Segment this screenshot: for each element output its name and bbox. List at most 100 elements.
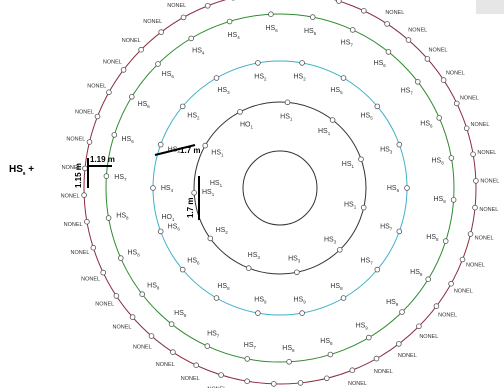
nonel-label: NONEL bbox=[71, 250, 90, 256]
cyan-hole-label: HS2 bbox=[254, 74, 267, 82]
green-hole-label: HS8 bbox=[282, 345, 295, 353]
nonel-label: NONEL bbox=[62, 165, 81, 171]
nonel-label: NONEL bbox=[360, 0, 379, 2]
inner-hole-label: HS3 bbox=[248, 252, 261, 260]
cyan-hole-label: HS5 bbox=[360, 112, 373, 120]
green-hole-label: HS4 bbox=[227, 32, 240, 40]
outer-ring-hole bbox=[440, 77, 447, 83]
cyan-hole-label: HS3 bbox=[217, 87, 230, 95]
cyan-ring-hole bbox=[213, 75, 220, 81]
green-hole-label: HS6 bbox=[162, 71, 175, 79]
nonel-label: NONEL bbox=[122, 38, 141, 44]
green-ring-hole bbox=[327, 351, 334, 358]
nonel-label: NONEL bbox=[454, 289, 473, 295]
inner-ring-hole bbox=[191, 190, 197, 196]
inner-hole-label: HS1 bbox=[211, 150, 224, 158]
inner-ring-hole bbox=[329, 117, 336, 123]
nonel-label: NONEL bbox=[419, 334, 438, 340]
outer-ring-hole bbox=[416, 323, 422, 330]
nonel-label: NONEL bbox=[374, 369, 393, 375]
green-ring-hole bbox=[365, 334, 372, 341]
green-hole-label: HS8 bbox=[431, 157, 444, 165]
cyan-hole-label: HS2 bbox=[293, 74, 306, 82]
outer-ring-hole bbox=[158, 29, 165, 35]
cyan-ring-hole bbox=[374, 103, 381, 110]
nonel-label: NONEL bbox=[87, 84, 106, 90]
cyan-ring-hole bbox=[299, 310, 305, 316]
green-ring-hole bbox=[204, 343, 211, 349]
green-ring-hole bbox=[286, 358, 292, 365]
green-hole-label: HS4 bbox=[192, 47, 205, 55]
drill-holes: NONEL NONEL NONEL NONEL NONEL NONEL NONEL NONEL… bbox=[61, 0, 499, 388]
green-ring-hole bbox=[436, 115, 443, 121]
green-ring-hole bbox=[226, 18, 233, 25]
side-hole-label: HS9 + bbox=[9, 164, 34, 176]
outer-ring-hole bbox=[448, 280, 454, 287]
outer-ring-hole bbox=[384, 21, 390, 27]
green-hole-label: HS5 bbox=[304, 28, 317, 36]
outer-ring-hole bbox=[270, 381, 277, 387]
green-hole-label: HS7 bbox=[244, 342, 257, 350]
cyan-hole-label: HS6 bbox=[168, 224, 181, 232]
nonel-label: NONEL bbox=[348, 381, 367, 387]
core-opening bbox=[242, 150, 318, 226]
green-ring-hole bbox=[399, 309, 405, 315]
green-hole-label: HS7 bbox=[341, 40, 354, 48]
green-ring-hole bbox=[188, 35, 195, 42]
cyan-hole-label: HS5 bbox=[330, 87, 343, 95]
nonel-label: NONEL bbox=[103, 60, 122, 66]
burden-inner-label: 1.7 m bbox=[186, 198, 195, 218]
nonel-label: NONEL bbox=[446, 70, 465, 76]
cyan-ring-hole bbox=[157, 228, 164, 235]
inner-ring-hole bbox=[207, 235, 214, 242]
cyan-ring-hole bbox=[396, 228, 403, 235]
green-ring-hole bbox=[111, 132, 118, 138]
green-ring-hole bbox=[268, 11, 274, 17]
green-ring-hole bbox=[155, 61, 161, 67]
nonel-label: NONEL bbox=[460, 95, 479, 101]
cyan-hole-label: HS6 bbox=[387, 185, 400, 193]
outer-ring-hole bbox=[138, 46, 144, 53]
outer-ring-hole bbox=[336, 0, 342, 4]
inner-hole-label: HS3 bbox=[288, 256, 301, 264]
inner-ring-hole bbox=[360, 204, 367, 211]
outer-ring-hole bbox=[113, 293, 120, 299]
outer-ring-hole bbox=[204, 3, 211, 9]
nonel-label: NONEL bbox=[385, 10, 404, 16]
inner-hole-label: HS1 bbox=[280, 113, 293, 121]
green-ring-hole bbox=[309, 14, 316, 20]
green-hole-label: HS8 bbox=[320, 338, 333, 346]
outer-ring-hole bbox=[424, 56, 431, 62]
outer-ring-hole bbox=[94, 113, 101, 120]
green-ring-hole bbox=[385, 49, 392, 55]
cyan-ring-hole bbox=[157, 141, 164, 148]
green-ring-hole bbox=[450, 197, 457, 203]
outer-ring-hole bbox=[360, 7, 367, 14]
outer-ring-hole bbox=[170, 349, 176, 355]
green-hole-label: HS9 bbox=[356, 323, 369, 331]
outer-ring-hole bbox=[373, 355, 380, 362]
nonel-label: NONEL bbox=[181, 376, 200, 382]
nonel-label: NONEL bbox=[75, 109, 94, 115]
outer-ring-hole bbox=[349, 367, 356, 374]
green-hole-label: HS8 bbox=[174, 310, 187, 318]
inner-ring-hole bbox=[284, 99, 291, 106]
outer-ring-hole bbox=[148, 333, 155, 339]
outer-ring-hole bbox=[81, 192, 87, 198]
dimension-outer: 1.15 m 1.19 m bbox=[74, 155, 115, 188]
green-hole-label: HS9 bbox=[410, 269, 423, 277]
outer-ring-hole bbox=[129, 314, 136, 320]
outer-ring-hole bbox=[297, 380, 304, 386]
green-hole-label: HS8 bbox=[433, 196, 446, 204]
outer-ring-hole bbox=[218, 372, 224, 378]
green-hole-label: HS6 bbox=[374, 60, 387, 68]
cyan-ring-hole bbox=[179, 103, 186, 110]
green-hole-label: HS8 bbox=[127, 250, 140, 258]
green-hole-label: HS7 bbox=[114, 174, 127, 182]
nonel-label: NONEL bbox=[408, 27, 427, 33]
green-ring-hole bbox=[168, 321, 175, 327]
outer-ring-hole bbox=[106, 89, 112, 96]
outer-ring-hole bbox=[90, 244, 97, 251]
outer-ring-hole bbox=[244, 378, 250, 385]
